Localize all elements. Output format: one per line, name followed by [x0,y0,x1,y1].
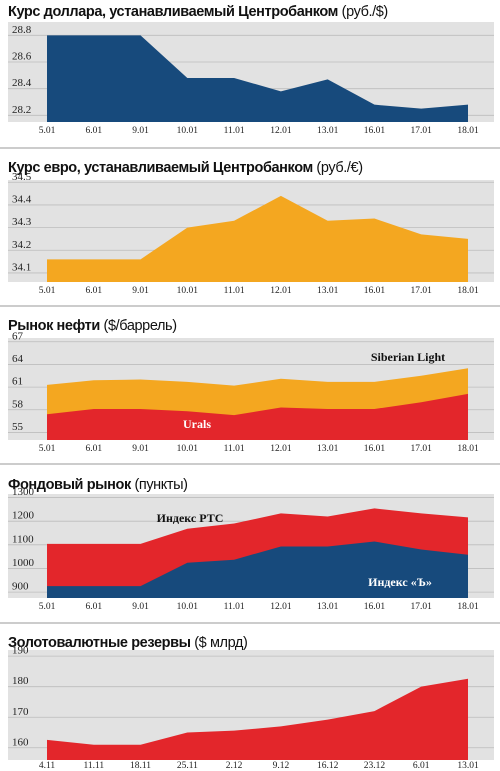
x-tick-label: 9.12 [273,761,290,771]
y-tick-label: 1200 [12,510,35,522]
x-tick-label: 13.01 [457,761,479,771]
x-tick-label: 17.01 [411,602,433,612]
series-label: Siberian Light [371,350,445,364]
x-tick-label: 11.01 [224,602,245,612]
y-tick-label: 900 [12,581,29,593]
y-tick-label: 34.3 [12,216,32,228]
y-tick-label: 34.1 [12,261,31,273]
series-label: Индекс РТС [157,511,224,525]
x-tick-label: 12.01 [270,126,292,136]
y-tick-label: 34.4 [12,193,32,205]
title-text: Курс доллара, устанавливаемый Центробанк… [8,4,338,20]
x-tick-label: 9.01 [132,126,149,136]
title-unit-text: ($/баррель) [104,318,177,334]
y-tick-label: 34.5 [12,171,32,183]
y-tick-label: 28.6 [12,51,32,63]
x-tick-label: 18.11 [130,761,151,771]
title-text: Курс евро, устанавливаемый Центробанком [8,160,313,176]
area [47,393,468,440]
chart-title: Фондовый рынок (пункты) [8,477,188,493]
y-tick-label: 67 [12,330,24,342]
x-tick-label: 6.01 [85,126,102,136]
y-tick-label: 64 [12,353,24,365]
x-tick-label: 5.01 [39,286,56,296]
x-tick-label: 13.01 [317,444,339,454]
y-tick-label: 1300 [12,486,35,498]
area [47,195,468,282]
chart-title: Рынок нефти ($/баррель) [8,318,177,334]
y-tick-label: 61 [12,376,23,388]
x-tick-label: 10.01 [177,444,199,454]
x-tick-label: 4.11 [39,761,56,771]
series-label: Urals [183,417,211,431]
y-tick-label: 28.4 [12,77,32,89]
chart-title: Курс евро, устанавливаемый Центробанком … [8,160,363,176]
y-tick-label: 28.2 [12,104,31,116]
x-tick-label: 25.11 [177,761,198,771]
series-label: Индекс «Ъ» [368,575,432,589]
x-tick-label: 16.12 [317,761,339,771]
x-tick-label: 18.01 [457,126,479,136]
title-text: Золотовалютные резервы [8,635,191,651]
x-tick-label: 5.01 [39,444,56,454]
title-unit-text: ($ млрд) [194,635,247,651]
chart-title: Золотовалютные резервы ($ млрд) [8,635,247,651]
y-tick-label: 1000 [12,557,35,569]
title-text: Фондовый рынок [8,477,132,493]
title-text: Рынок нефти [8,318,100,334]
x-tick-label: 16.01 [364,444,386,454]
y-tick-label: 160 [12,736,29,748]
x-tick-label: 16.01 [364,126,386,136]
y-tick-label: 55 [12,421,24,433]
x-tick-label: 10.01 [177,602,199,612]
y-tick-label: 28.8 [12,24,32,36]
x-tick-label: 16.01 [364,602,386,612]
x-tick-label: 23.12 [364,761,386,771]
chart-title: Курс доллара, устанавливаемый Центробанк… [8,4,388,20]
area [47,541,468,598]
x-tick-label: 11.11 [83,761,104,771]
title-unit-text: (руб./€) [316,160,362,176]
x-tick-label: 11.01 [224,286,245,296]
x-tick-label: 18.01 [457,444,479,454]
y-tick-label: 34.2 [12,239,31,251]
x-tick-label: 6.01 [85,444,102,454]
x-tick-label: 9.01 [132,602,149,612]
x-tick-label: 11.01 [224,444,245,454]
area [47,35,468,123]
x-tick-label: 17.01 [411,286,433,296]
x-tick-label: 12.01 [270,602,292,612]
x-tick-label: 13.01 [317,286,339,296]
x-tick-label: 6.01 [85,602,102,612]
x-tick-label: 12.01 [270,286,292,296]
area [47,678,468,760]
x-tick-label: 13.01 [317,602,339,612]
x-tick-label: 2.12 [226,761,243,771]
x-tick-label: 5.01 [39,126,56,136]
x-tick-label: 12.01 [270,444,292,454]
x-tick-label: 17.01 [411,126,433,136]
x-tick-label: 17.01 [411,444,433,454]
x-tick-label: 5.01 [39,602,56,612]
x-tick-label: 9.01 [132,286,149,296]
x-tick-label: 18.01 [457,602,479,612]
x-tick-label: 18.01 [457,286,479,296]
y-tick-label: 180 [12,675,29,687]
x-tick-label: 9.01 [132,444,149,454]
x-tick-label: 16.01 [364,286,386,296]
y-tick-label: 1100 [12,533,34,545]
x-tick-label: 6.01 [413,761,430,771]
x-tick-label: 10.01 [177,286,199,296]
y-tick-label: 58 [12,398,24,410]
title-unit-text: (руб./$) [342,4,388,20]
title-unit-text: (пункты) [134,477,187,493]
y-tick-label: 190 [12,645,29,657]
x-tick-label: 13.01 [317,126,339,136]
x-tick-label: 11.01 [224,126,245,136]
y-tick-label: 170 [12,706,29,718]
x-tick-label: 6.01 [85,286,102,296]
x-tick-label: 10.01 [177,126,199,136]
